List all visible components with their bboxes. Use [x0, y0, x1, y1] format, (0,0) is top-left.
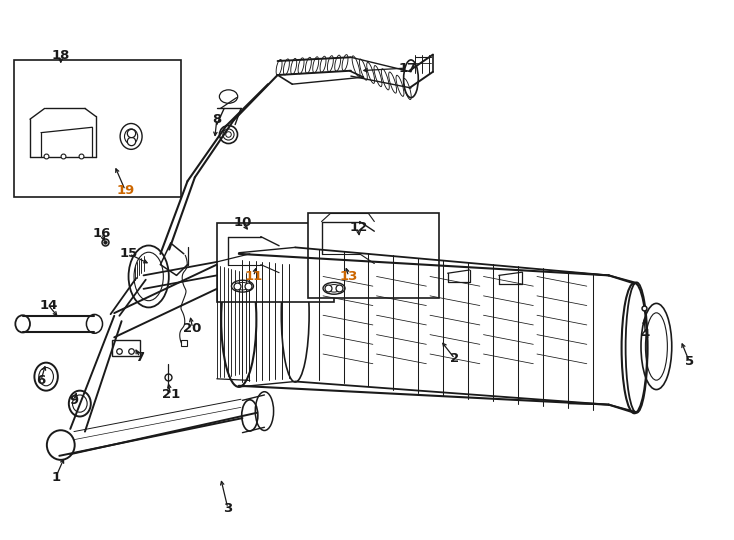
Text: 12: 12: [349, 221, 367, 234]
Text: 14: 14: [39, 299, 57, 312]
Text: 2: 2: [451, 353, 459, 366]
Bar: [308, 213, 439, 298]
Text: 9: 9: [70, 394, 79, 407]
Ellipse shape: [120, 124, 142, 150]
Text: 19: 19: [116, 184, 134, 197]
Text: 15: 15: [120, 247, 138, 260]
Text: 1: 1: [51, 471, 60, 484]
Ellipse shape: [69, 390, 91, 416]
Ellipse shape: [231, 280, 253, 292]
Text: 4: 4: [641, 328, 650, 341]
Text: 11: 11: [244, 270, 263, 283]
Text: 13: 13: [340, 270, 358, 283]
Text: 6: 6: [37, 374, 46, 387]
Text: 17: 17: [398, 62, 416, 75]
Text: 10: 10: [233, 216, 252, 229]
Text: 18: 18: [51, 49, 70, 62]
Text: 20: 20: [184, 322, 202, 335]
Text: 8: 8: [212, 113, 222, 126]
Bar: [14, 60, 181, 197]
Text: 21: 21: [161, 388, 180, 401]
Text: 7: 7: [135, 351, 145, 364]
Ellipse shape: [34, 363, 58, 390]
Bar: [112, 340, 140, 356]
Text: 3: 3: [223, 502, 233, 515]
Ellipse shape: [323, 282, 345, 294]
Text: 5: 5: [685, 355, 694, 368]
Bar: [217, 222, 334, 302]
Text: 16: 16: [92, 227, 111, 240]
